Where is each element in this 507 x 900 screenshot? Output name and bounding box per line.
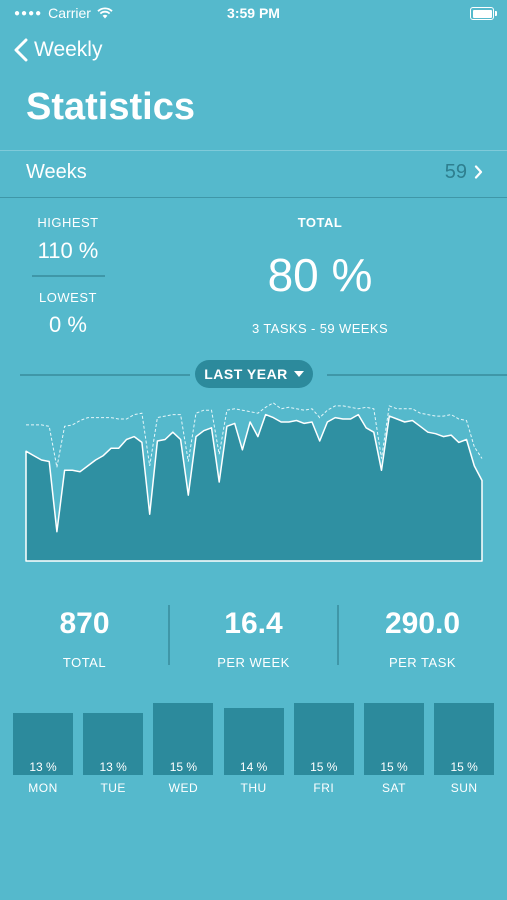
per-task-value: 290.0: [384, 607, 461, 640]
highest-value: 110 %: [37, 238, 99, 263]
day-bar-thu: [223, 707, 284, 775]
day-name-wed: WED: [168, 781, 199, 795]
series-area: [25, 413, 483, 562]
day-name-mon: MON: [28, 781, 58, 795]
status-left: ●●●● Carrier: [14, 5, 113, 21]
day-bar-sat: [364, 703, 424, 775]
range-dropdown[interactable]: LAST YEAR: [195, 360, 313, 388]
day-bar-sun: [434, 703, 495, 775]
day-bar-fri: [293, 703, 354, 775]
total-subtitle: 3 TASKS - 59 WEEKS: [251, 321, 389, 336]
wifi-icon: [97, 7, 113, 19]
weeks-row[interactable]: Weeks 59: [0, 150, 507, 198]
total-label: TOTAL: [297, 215, 343, 230]
weeks-value: 59: [444, 161, 467, 183]
day-pct-tue: 13 %: [99, 760, 127, 774]
signal-icon: ●●●●: [14, 7, 43, 19]
day-name-thu: THU: [240, 781, 267, 795]
caret-down-icon: [293, 371, 304, 377]
chevron-left-icon: [14, 38, 28, 62]
highest-label: HIGHEST: [37, 215, 99, 230]
weekly-area-chart: [25, 402, 483, 562]
total-count-value: 870: [59, 607, 110, 640]
total-value: 80 %: [267, 249, 373, 301]
page-title: Statistics: [26, 86, 195, 128]
range-divider-right: [327, 374, 507, 376]
day-pct-sat: 15 %: [380, 760, 408, 774]
weeks-label: Weeks: [26, 161, 87, 183]
battery-icon: [470, 7, 497, 20]
lowest-label: LOWEST: [39, 290, 97, 305]
day-pct-thu: 14 %: [239, 760, 268, 774]
back-button[interactable]: Weekly: [14, 38, 102, 62]
day-bar-wed: [153, 703, 214, 775]
totals-divider: [168, 605, 170, 665]
status-bar: ●●●● Carrier 3:59 PM: [0, 0, 507, 28]
day-name-sun: SUN: [450, 781, 478, 795]
day-name-fri: FRI: [313, 781, 335, 795]
day-name-sat: SAT: [382, 781, 406, 795]
day-pct-wed: 15 %: [169, 760, 198, 774]
carrier-label: Carrier: [48, 5, 91, 21]
per-week-value: 16.4: [224, 607, 283, 640]
day-pct-sun: 15 %: [450, 760, 478, 774]
day-pct-fri: 15 %: [310, 760, 338, 774]
series-dashed-line: [26, 402, 483, 468]
totals-divider: [337, 605, 339, 665]
summary-divider: [32, 275, 105, 277]
range-divider-left: [20, 374, 190, 376]
chevron-right-icon: [474, 165, 483, 179]
status-time: 3:59 PM: [227, 5, 280, 21]
range-label: LAST YEAR: [204, 366, 288, 382]
day-name-tue: TUE: [100, 781, 126, 795]
day-pct-mon: 13 %: [29, 760, 57, 774]
lowest-value: 0 %: [49, 312, 87, 337]
back-label: Weekly: [34, 38, 103, 61]
day-bar-tue: [83, 712, 144, 775]
per-task-label: PER TASK: [388, 655, 457, 670]
total-count-label: TOTAL: [62, 655, 107, 670]
day-bar-mon: [13, 712, 73, 775]
per-week-label: PER WEEK: [217, 655, 290, 670]
